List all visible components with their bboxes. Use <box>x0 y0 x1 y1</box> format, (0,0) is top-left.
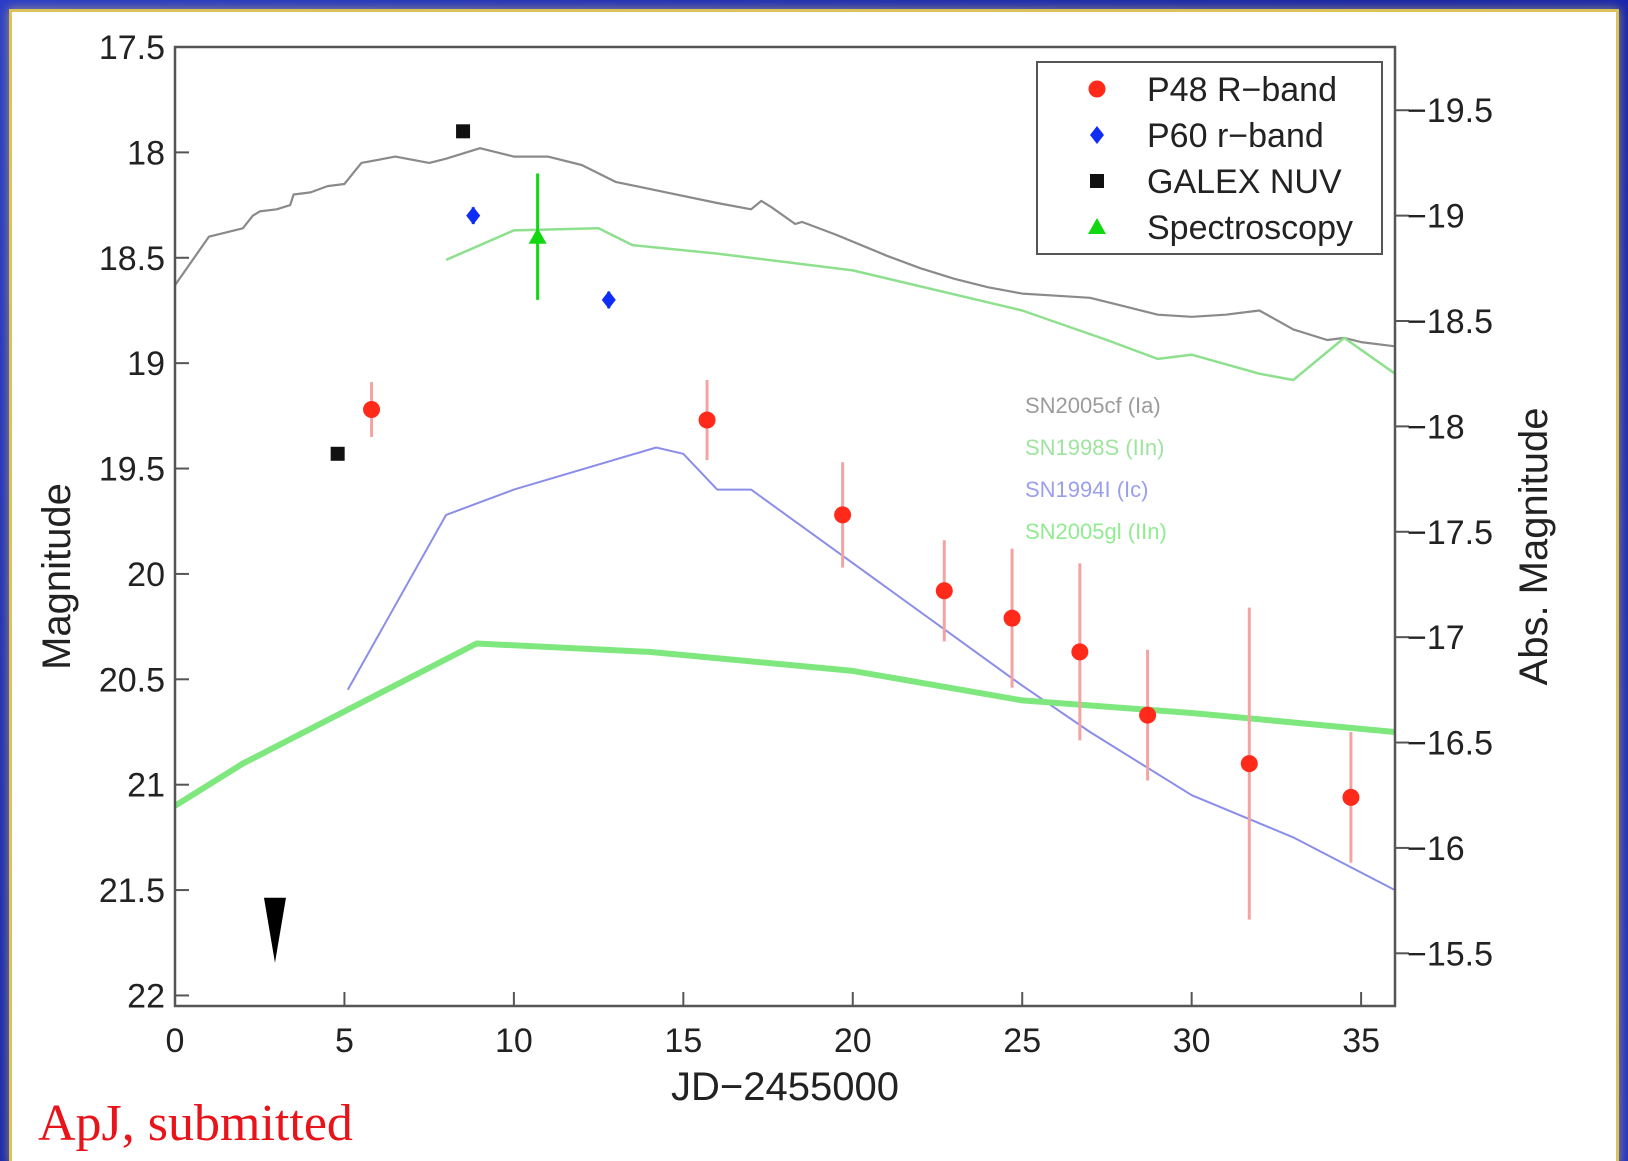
x-tick-label: 35 <box>1342 1022 1380 1060</box>
data-point <box>698 411 716 429</box>
data-point <box>834 506 852 524</box>
upper-limit-arrow <box>263 897 286 963</box>
y-tick-label: 19.5 <box>99 451 165 489</box>
plot-frame <box>173 45 1397 1008</box>
series-3 <box>330 124 471 461</box>
x-tick-label: 25 <box>1003 1022 1041 1060</box>
template-curve-3 <box>346 446 1395 891</box>
template-curve-1 <box>175 147 1395 348</box>
x-tick-label: 5 <box>335 1022 354 1060</box>
y2-tick-label: −18.5 <box>1407 303 1493 341</box>
y2-tick-label: −16 <box>1407 830 1465 868</box>
data-point <box>1240 755 1258 773</box>
legend-marker-2 <box>1090 126 1104 144</box>
y2-tick-label: −15.5 <box>1407 935 1493 973</box>
legend-label-3: GALEX NUV <box>1147 163 1342 201</box>
data-point <box>456 124 471 139</box>
y2-tick-label: −19.5 <box>1407 92 1493 130</box>
data-point <box>528 227 547 244</box>
legend-marker-1 <box>1088 80 1106 98</box>
y-tick-label: 17.5 <box>99 29 165 67</box>
series-2 <box>466 206 616 309</box>
y2-tick-label: −16.5 <box>1407 725 1493 763</box>
data-point <box>1071 643 1089 661</box>
data-point <box>330 446 345 461</box>
y-tick-label: 19 <box>127 345 165 383</box>
legend-marker-4 <box>1088 218 1106 234</box>
y-tick-label: 21.5 <box>99 872 165 910</box>
template-label-4: SN2005gl (IIn) <box>1025 519 1167 544</box>
y-tick-label: 20 <box>127 556 165 594</box>
y-tick-label: 22 <box>127 977 165 1015</box>
legend-label-4: Spectroscopy <box>1147 209 1353 247</box>
x-tick-label: 15 <box>664 1022 702 1060</box>
data-point <box>1342 788 1360 806</box>
series-1 <box>363 380 1360 920</box>
y-tick-label: 18 <box>127 134 165 172</box>
y-tick-label: 21 <box>127 767 165 805</box>
data-point <box>1139 706 1157 724</box>
y2-tick-label: −18 <box>1407 408 1465 446</box>
x-tick-label: 20 <box>834 1022 872 1060</box>
legend-marker-3 <box>1090 174 1104 188</box>
data-point <box>1003 609 1021 627</box>
legend: P48 R−band P60 r−band GALEX NUV Spectroscop… <box>1036 61 1383 255</box>
legend-label-1: P48 R−band <box>1147 71 1337 109</box>
x-axis-label: JD−2455000 <box>671 1065 899 1109</box>
template-curve-4 <box>175 640 1395 809</box>
y2-tick-label: −19 <box>1407 198 1465 236</box>
template-curves <box>175 147 1395 891</box>
data-point <box>363 401 381 419</box>
caption-apj-submitted: ApJ, submitted <box>38 1095 353 1152</box>
template-curve-2 <box>445 227 1395 382</box>
y-axis-label: Magnitude <box>35 483 79 670</box>
series-4 <box>528 173 547 300</box>
y-tick-label: 20.5 <box>99 661 165 699</box>
x-tick-label: 0 <box>166 1022 185 1060</box>
chart-panel: SN2005cf (Ia) SN1998S (IIn) SN1994I (Ic) SN… <box>12 12 1616 1161</box>
template-label-1: SN2005cf (Ia) <box>1025 393 1161 418</box>
template-label-3: SN1994I (Ic) <box>1025 477 1149 502</box>
x-tick-label: 30 <box>1173 1022 1211 1060</box>
light-curve-chart: SN2005cf (Ia) SN1998S (IIn) SN1994I (Ic) SN… <box>35 29 1556 1109</box>
data-point <box>935 582 953 600</box>
y2-axis-label: Abs. Magnitude <box>1512 408 1556 686</box>
data-point <box>466 206 481 225</box>
y2-tick-label: −17.5 <box>1407 514 1493 552</box>
template-label-2: SN1998S (IIn) <box>1025 435 1164 460</box>
y2-tick-label: −17 <box>1407 619 1465 657</box>
legend-label-2: P60 r−band <box>1147 117 1324 155</box>
x-tick-label: 10 <box>495 1022 533 1060</box>
data-point <box>601 290 616 309</box>
y-tick-label: 18.5 <box>99 240 165 278</box>
